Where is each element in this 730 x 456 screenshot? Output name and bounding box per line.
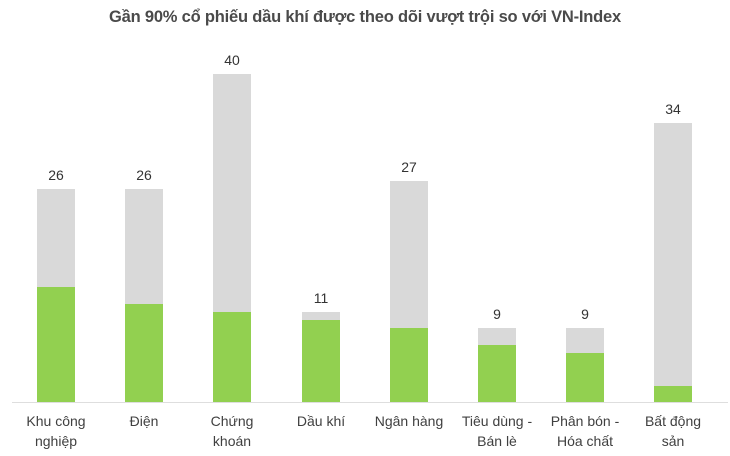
bar-outperform bbox=[654, 385, 692, 402]
chart-title: Gần 90% cổ phiếu dầu khí được theo dõi v… bbox=[108, 8, 622, 26]
data-label: 26 bbox=[48, 166, 64, 183]
bar-outperform bbox=[478, 344, 516, 402]
bar-outperform bbox=[213, 311, 251, 402]
category-label: Khu công nghiệp bbox=[26, 413, 86, 449]
bar-outperform bbox=[566, 352, 604, 402]
bar-outperform bbox=[37, 287, 75, 402]
data-label: 9 bbox=[581, 306, 589, 323]
bar-outperform bbox=[302, 320, 340, 402]
data-label: 11 bbox=[313, 289, 329, 306]
data-label: 34 bbox=[665, 101, 681, 118]
bar-outperform bbox=[125, 303, 163, 402]
data-label: 9 bbox=[493, 306, 501, 323]
bar-total bbox=[654, 123, 692, 402]
category-label: Bất động sản bbox=[644, 413, 702, 449]
category-label: Phân bón - Hóa chất bbox=[550, 413, 620, 449]
data-label: 27 bbox=[401, 158, 417, 175]
category-label: Dầu khí bbox=[296, 413, 346, 429]
x-axis-line bbox=[12, 402, 728, 403]
category-label: Chứng khoán bbox=[210, 413, 254, 449]
data-label: 40 bbox=[224, 52, 240, 68]
category-label: Ngân hàng bbox=[374, 413, 444, 429]
bar-outperform bbox=[390, 328, 428, 402]
category-label: Tiêu dùng - Bán lè bbox=[461, 413, 533, 449]
category-label: Điện bbox=[129, 413, 159, 429]
data-label: 26 bbox=[136, 166, 152, 183]
